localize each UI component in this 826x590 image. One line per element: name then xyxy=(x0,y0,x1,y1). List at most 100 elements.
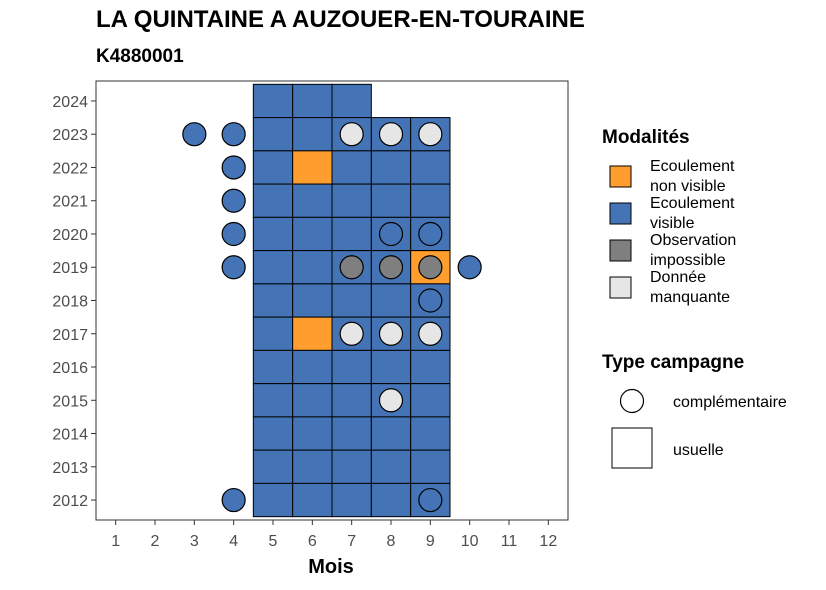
legend-label-usuelle: usuelle xyxy=(673,442,724,459)
x-tick-label-8: 8 xyxy=(387,533,396,550)
point-2019-7 xyxy=(339,255,364,280)
legend-key-1 xyxy=(609,202,632,225)
tile-2016-7 xyxy=(331,349,372,385)
point-2019-4 xyxy=(221,255,246,280)
tile-2014-5 xyxy=(252,416,294,451)
tile-2020-7 xyxy=(331,216,372,252)
x-tick-label-1: 1 xyxy=(111,533,120,550)
tile-2014-6 xyxy=(292,416,333,451)
tile-2022-6 xyxy=(292,150,333,185)
tile-2021-9 xyxy=(410,183,451,218)
point-2012-4 xyxy=(221,487,246,513)
tile-2012-7 xyxy=(331,482,372,518)
legend-label-complementaire: complémentaire xyxy=(673,394,787,411)
legend-title-modalites: Modalités xyxy=(602,127,690,148)
tile-2016-9 xyxy=(410,349,451,385)
complementaire-points xyxy=(182,122,482,513)
point-2023-7 xyxy=(339,122,364,147)
tile-2012-8 xyxy=(370,482,412,518)
point-2019-8 xyxy=(378,255,404,280)
x-tick-label-6: 6 xyxy=(308,533,317,550)
tile-2014-8 xyxy=(370,416,412,451)
x-tick-label-9: 9 xyxy=(426,533,435,550)
usuelle-cells xyxy=(252,83,451,518)
tile-2017-6 xyxy=(292,316,333,351)
tile-2024-5 xyxy=(252,83,294,119)
point-2017-9 xyxy=(418,321,443,346)
point-2019-9 xyxy=(418,255,443,280)
tile-2023-5 xyxy=(252,117,294,152)
y-axis: 2012 2013 2014 2015 2016 2017 2018 2019 2020 2021… xyxy=(52,94,96,510)
tile-2021-7 xyxy=(331,183,372,218)
y-tick-label-2015: 2015 xyxy=(52,393,88,410)
y-tick-label-2013: 2013 xyxy=(52,460,88,477)
tile-2022-8 xyxy=(370,150,412,185)
tile-2024-6 xyxy=(292,83,333,119)
point-2019-10 xyxy=(457,255,482,280)
tile-2018-7 xyxy=(331,283,372,318)
tile-2014-9 xyxy=(410,416,451,451)
point-2023-9 xyxy=(418,122,443,147)
legend-label-1: Ecoulement visible xyxy=(650,195,735,232)
tile-2018-8 xyxy=(370,283,412,318)
x-tick-label-2: 2 xyxy=(151,533,160,550)
tile-2018-5 xyxy=(252,283,294,318)
tile-2021-5 xyxy=(252,183,294,218)
x-tick-label-10: 10 xyxy=(461,533,479,550)
point-2023-3 xyxy=(182,122,207,147)
legend-key-3 xyxy=(609,276,632,299)
tile-2022-5 xyxy=(252,150,294,185)
tile-2014-7 xyxy=(331,416,372,451)
x-tick-label-5: 5 xyxy=(269,533,278,550)
tile-2013-9 xyxy=(410,449,451,484)
tile-2021-6 xyxy=(292,183,333,218)
tile-2012-5 xyxy=(252,482,294,518)
tile-2015-9 xyxy=(410,383,451,418)
x-tick-label-4: 4 xyxy=(229,533,238,550)
tile-2015-6 xyxy=(292,383,333,418)
y-tick-label-2014: 2014 xyxy=(52,427,88,444)
point-2012-9 xyxy=(418,487,443,513)
legend-key-2 xyxy=(609,239,632,262)
tile-2016-8 xyxy=(370,349,412,385)
point-2018-9 xyxy=(418,288,443,313)
legend-key-0 xyxy=(609,165,632,188)
y-tick-label-2012: 2012 xyxy=(52,493,88,510)
x-tick-label-12: 12 xyxy=(539,533,557,550)
point-2021-4 xyxy=(221,188,246,213)
legend-label-0: Ecoulement non visible xyxy=(650,158,735,195)
point-2023-4 xyxy=(221,122,246,147)
tile-2021-8 xyxy=(370,183,412,218)
y-tick-label-2024: 2024 xyxy=(52,94,88,111)
tile-2022-7 xyxy=(331,150,372,185)
legend-key-complementaire xyxy=(619,388,645,414)
tile-2013-8 xyxy=(370,449,412,484)
tile-2016-6 xyxy=(292,349,333,385)
point-2020-9 xyxy=(418,221,443,247)
legend: Modalités Ecoulement non visibleEcoulement… xyxy=(602,127,787,469)
x-tick-label-3: 3 xyxy=(190,533,199,550)
tile-2015-7 xyxy=(331,383,372,418)
tile-2016-5 xyxy=(252,349,294,385)
chart-title: LA QUINTAINE A AUZOUER-EN-TOURAINE xyxy=(96,6,585,33)
point-2020-8 xyxy=(378,221,404,247)
point-2015-8 xyxy=(378,388,404,413)
point-2023-8 xyxy=(378,122,404,147)
tile-2019-6 xyxy=(292,250,333,285)
tile-2019-5 xyxy=(252,250,294,285)
tile-2017-5 xyxy=(252,316,294,351)
y-tick-label-2021: 2021 xyxy=(52,194,88,211)
tile-2013-7 xyxy=(331,449,372,484)
legend-label-2: Observation impossible xyxy=(650,232,736,269)
tile-2018-6 xyxy=(292,283,333,318)
legend-label-3: Donnée manquante xyxy=(650,269,730,306)
tile-2013-5 xyxy=(252,449,294,484)
legend-key-usuelle xyxy=(611,427,653,469)
tile-2012-6 xyxy=(292,482,333,518)
y-tick-label-2023: 2023 xyxy=(52,127,88,144)
y-tick-label-2018: 2018 xyxy=(52,294,88,311)
tile-2022-9 xyxy=(410,150,451,185)
x-tick-label-11: 11 xyxy=(501,533,518,550)
y-tick-label-2016: 2016 xyxy=(52,360,88,377)
